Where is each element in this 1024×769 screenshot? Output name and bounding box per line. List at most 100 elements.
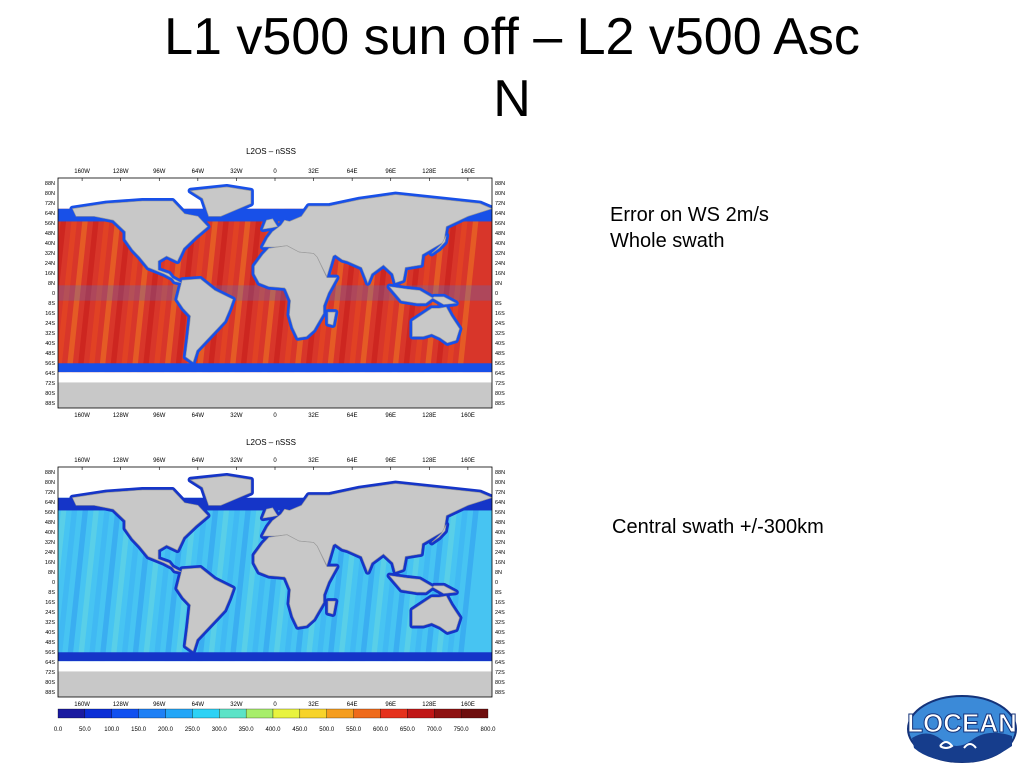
- lat-label-left: 24N: [45, 550, 55, 556]
- land-mass: [327, 311, 336, 326]
- lat-label-left: 32S: [45, 620, 55, 626]
- swath-stripe: [95, 178, 125, 408]
- swath-stripe: [431, 178, 462, 408]
- lat-label-right: 24N: [495, 261, 505, 267]
- lat-label-left: 48N: [45, 231, 55, 237]
- lat-label-right: 40N: [495, 241, 505, 247]
- lon-label-bottom: 96W: [153, 702, 166, 707]
- lat-label-right: 8N: [495, 281, 502, 287]
- lat-label-right: 56N: [495, 221, 505, 227]
- lat-label-left: 56N: [45, 221, 55, 227]
- lon-label-top: 96E: [385, 169, 396, 175]
- lat-label-right: 16S: [495, 311, 505, 317]
- lon-label-top: 64W: [192, 169, 205, 175]
- swath-stripe: [58, 178, 71, 408]
- colorbar-segment: [111, 708, 139, 719]
- land-mass: [177, 278, 234, 363]
- land-mass: [189, 475, 252, 506]
- swath-stripe: [95, 467, 126, 697]
- lon-label-bottom: 128W: [113, 702, 129, 707]
- colorbar-tick-label: 50.0: [79, 727, 91, 733]
- land-mass: [72, 200, 208, 284]
- lon-label-top: 160E: [461, 169, 475, 175]
- antarctica: [58, 382, 492, 408]
- land-mass: [262, 483, 492, 573]
- locean-logo: LOCEAN: [906, 694, 1018, 764]
- colorbar-tick-label: 600.0: [373, 727, 389, 733]
- lat-label-right: 40N: [495, 530, 505, 536]
- lat-label-left: 72N: [45, 201, 55, 207]
- lon-label-top: 160W: [74, 169, 90, 175]
- colorbar-tick-label: 300.0: [212, 727, 228, 733]
- map-panel-bottom: L2OS – nSSS 160W 160W 128W 128W 96W 96W 64W 64W 3…: [36, 435, 506, 708]
- lat-label-right: 64N: [495, 211, 505, 217]
- lat-label-right: 72N: [495, 490, 505, 496]
- swath-stripe: [58, 178, 82, 408]
- colorbar-tick-label: 400.0: [265, 727, 281, 733]
- lat-label-right: 72N: [495, 201, 505, 207]
- lat-label-left: 48S: [45, 351, 55, 357]
- lon-label-top: 0: [273, 458, 277, 464]
- swath-stripe: [73, 178, 104, 408]
- land-mass: [262, 507, 278, 519]
- lat-label-left: 0: [52, 580, 55, 586]
- lon-label-bottom: 32E: [308, 702, 319, 707]
- colorbar-tick-label: 100.0: [104, 727, 120, 733]
- lat-label-right: 8S: [495, 301, 502, 307]
- lat-label-left: 80N: [45, 191, 55, 197]
- swath-stripe: [442, 178, 473, 408]
- lon-label-bottom: 32W: [230, 702, 243, 707]
- swath-stripe: [453, 467, 484, 697]
- lon-label-bottom: 32W: [230, 413, 243, 419]
- colorbar-segment: [434, 708, 462, 719]
- lat-label-right: 56S: [495, 361, 505, 367]
- lon-label-bottom: 96W: [153, 413, 166, 419]
- lat-label-left: 88S: [45, 690, 55, 696]
- lat-label-left: 32S: [45, 331, 55, 337]
- map-plot-title: L2OS – nSSS: [246, 147, 296, 156]
- lat-label-right: 48S: [495, 351, 505, 357]
- land-mass: [189, 186, 252, 217]
- lat-label-left: 8N: [48, 281, 55, 287]
- lat-label-left: 8N: [48, 570, 55, 576]
- lon-label-top: 160W: [74, 458, 90, 464]
- lat-label-right: 64N: [495, 500, 505, 506]
- swath-stripe: [214, 467, 245, 697]
- lat-label-right: 32S: [495, 331, 505, 337]
- lon-label-bottom: 96E: [385, 702, 396, 707]
- swath-stripe: [62, 178, 93, 408]
- lat-label-left: 56N: [45, 510, 55, 516]
- lon-label-bottom: 96E: [385, 413, 396, 419]
- colorbar-segment: [138, 708, 166, 719]
- swath-stripe: [214, 178, 245, 408]
- colorbar-tick-label: 800.0: [480, 727, 496, 733]
- lat-label-left: 40N: [45, 241, 55, 247]
- colorbar-segment: [353, 708, 381, 719]
- colorbar-tick-label: 200.0: [158, 727, 174, 733]
- colorbar-segment: [84, 708, 112, 719]
- swath-stripe: [225, 467, 256, 697]
- equatorial-band: [58, 285, 492, 301]
- lat-label-left: 80S: [45, 680, 55, 686]
- lat-label-right: 16N: [495, 560, 505, 566]
- colorbar-segment: [272, 708, 301, 719]
- colorbar-segment: [165, 708, 193, 719]
- lat-label-right: 56N: [495, 510, 505, 516]
- lat-label-left: 88N: [45, 181, 55, 187]
- lon-label-bottom: 160W: [74, 413, 90, 419]
- swath-stripe: [453, 178, 483, 408]
- lat-label-right: 0: [495, 291, 498, 297]
- lat-label-left: 32N: [45, 540, 55, 546]
- land-mass: [177, 567, 234, 652]
- land-mass: [431, 235, 447, 254]
- swath-stripe: [225, 178, 256, 408]
- lat-label-right: 48S: [495, 640, 505, 646]
- lon-label-bottom: 64E: [347, 413, 358, 419]
- lat-label-left: 8S: [48, 301, 55, 307]
- lat-label-left: 24S: [45, 321, 55, 327]
- title-line-2: N: [493, 70, 531, 128]
- map-panel-top: L2OS – nSSS 160W 160W 128W 128W 96W 96W 64W 64W 3…: [36, 143, 506, 423]
- lon-label-top: 0: [273, 169, 277, 175]
- lat-label-right: 80S: [495, 680, 505, 686]
- colorbar-tick-label: 150.0: [131, 727, 147, 733]
